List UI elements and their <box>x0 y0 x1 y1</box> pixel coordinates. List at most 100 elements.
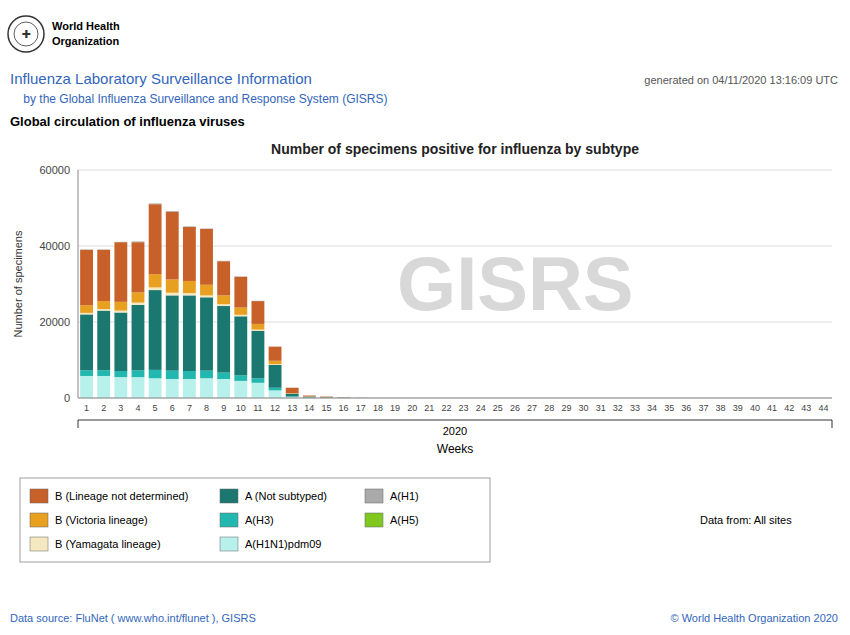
y-tick-label: 60000 <box>39 164 70 176</box>
bar-segment <box>97 250 110 301</box>
bar-segment <box>149 203 162 205</box>
bar-segment <box>166 293 179 296</box>
legend-label: A (Not subtyped) <box>245 490 327 502</box>
bar-segment <box>269 346 282 347</box>
x-tick-label: 13 <box>287 403 297 413</box>
bar-segment <box>252 331 265 379</box>
legend-swatch <box>30 489 48 503</box>
bar-segment <box>303 396 316 397</box>
x-tick-label: 24 <box>476 403 486 413</box>
x-tick-label: 14 <box>304 403 314 413</box>
bar-segment <box>114 241 127 242</box>
x-tick-label: 5 <box>153 403 158 413</box>
bar-segment <box>132 242 145 292</box>
bar-segment <box>132 241 145 243</box>
x-axis-line <box>78 398 832 399</box>
x-tick-label: 16 <box>339 403 349 413</box>
x-tick-label: 31 <box>596 403 606 413</box>
bar-segment <box>132 292 145 302</box>
bar-segment <box>286 387 299 388</box>
bar-segment <box>217 260 230 261</box>
bar-segment <box>217 373 230 379</box>
x-tick-label: 10 <box>236 403 246 413</box>
bar-segment <box>252 330 265 331</box>
bar-segment <box>149 378 162 398</box>
section-title: Global circulation of influenza viruses <box>10 114 245 129</box>
bar-segment <box>132 370 145 377</box>
bar-segment <box>234 375 247 381</box>
bar-segment <box>183 281 196 293</box>
x-tick-label: 3 <box>118 403 123 413</box>
bar-segment <box>200 228 213 229</box>
bar-segment <box>166 279 179 292</box>
x-tick-label: 39 <box>733 403 743 413</box>
x-axis-label: Weeks <box>437 442 473 456</box>
bar-segment <box>132 377 145 398</box>
x-tick-label: 4 <box>135 403 140 413</box>
bar-segment <box>166 212 179 280</box>
x-tick-label: 40 <box>750 403 760 413</box>
bar-segment <box>303 396 316 397</box>
legend-label: B (Victoria lineage) <box>55 514 148 526</box>
bar-segment <box>200 371 213 379</box>
legend-label: B (Yamagata lineage) <box>55 538 161 550</box>
bracket-line <box>832 420 833 428</box>
bar-segment <box>80 305 93 313</box>
bar-segment <box>303 395 316 396</box>
bar-segment <box>149 287 162 290</box>
grid-line <box>78 398 832 399</box>
bar-segment <box>80 250 93 305</box>
x-tick-label: 11 <box>253 403 262 413</box>
chart-title: Number of specimens positive for influen… <box>271 141 639 157</box>
bar-segment <box>320 396 333 397</box>
bar-segment <box>286 394 299 397</box>
x-tick-label: 22 <box>441 403 451 413</box>
bar-segment <box>286 393 299 394</box>
bar-segment <box>320 396 333 397</box>
bar-segment <box>97 376 110 398</box>
bar-segment <box>132 305 145 370</box>
x-tick-label: 25 <box>493 403 503 413</box>
logo-text: Organization <box>52 35 120 47</box>
legend: B (Lineage not determined)B (Victoria li… <box>20 478 490 562</box>
bar-segment <box>234 316 247 375</box>
bar-segment <box>80 370 93 376</box>
bar-segment <box>80 249 93 250</box>
x-tick-label: 32 <box>613 403 623 413</box>
bar-segment <box>166 371 179 379</box>
legend-label: A(H1N1)pdm09 <box>245 538 321 550</box>
legend-swatch <box>220 537 238 551</box>
data-source: Data source: FluNet ( www.who.int/flunet… <box>10 612 256 624</box>
bar-segment <box>217 295 230 304</box>
bar-segment <box>166 211 179 212</box>
y-axis-line <box>78 170 79 398</box>
bar-segment <box>320 396 333 398</box>
y-axis-label: Number of specimens <box>12 230 24 337</box>
bar-segment <box>132 241 145 242</box>
bar-segment <box>200 285 213 296</box>
x-tick-label: 37 <box>698 403 708 413</box>
x-tick-label: 7 <box>187 403 192 413</box>
x-tick-label: 17 <box>356 403 366 413</box>
bar-segment <box>252 301 265 324</box>
logo-ring <box>8 16 44 52</box>
x-tick-label: 34 <box>647 403 657 413</box>
legend-label: A(H3) <box>245 514 274 526</box>
bar-segment <box>97 249 110 250</box>
x-tick-label: 26 <box>510 403 520 413</box>
x-tick-label: 38 <box>716 403 726 413</box>
bar-segment <box>252 324 265 330</box>
logo-symbol: ✚ <box>21 28 30 40</box>
bar-segment <box>269 347 282 361</box>
bar-segment <box>97 301 110 309</box>
bar-segment <box>303 395 316 396</box>
logo-ring <box>14 22 38 46</box>
legend-frame <box>20 478 490 562</box>
bar-segment <box>234 277 247 308</box>
bar-segment <box>114 302 127 311</box>
y-tick-label: 40000 <box>39 240 70 252</box>
chart-root: ✚World HealthOrganizationInfluenza Labor… <box>0 0 850 635</box>
x-tick-label: 8 <box>204 403 209 413</box>
bar-segment <box>114 242 127 302</box>
bar-segment <box>183 295 196 371</box>
